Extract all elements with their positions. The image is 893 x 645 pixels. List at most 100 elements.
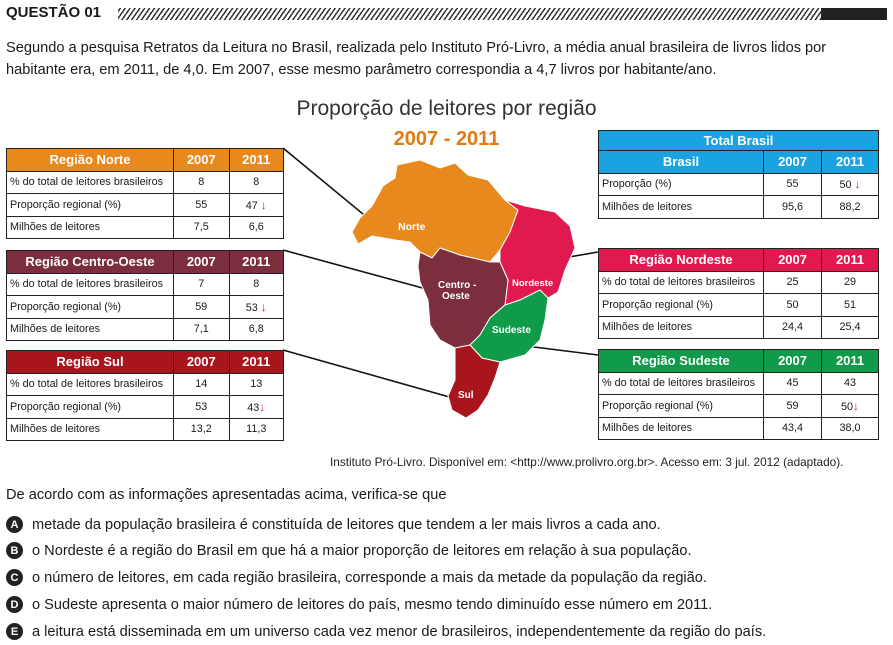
connector-sul: [282, 349, 461, 401]
value-2011-cell: 47 ↓: [228, 193, 285, 217]
table-row: Milhões de leitores 95,6 88,2: [598, 195, 879, 219]
row-label: % do total de leitores brasileiros: [6, 272, 174, 296]
arrow-down-icon: ↓: [260, 197, 267, 212]
letter-a-circle-icon: A: [6, 516, 23, 533]
intro-text: Segundo a pesquisa Retratos da Leitura n…: [6, 40, 827, 78]
value-2007: 55: [762, 172, 823, 196]
row-label: % do total de leitores brasileiros: [6, 170, 174, 194]
question-number: QUESTÃO 01: [6, 4, 102, 21]
row-label: Proporção (%): [598, 172, 764, 196]
table-row: Proporção regional (%) 50 51: [598, 293, 879, 317]
value-2011: 88,2: [821, 195, 879, 219]
table-total-brasil: Total Brasil Brasil 2007 2011 Proporção …: [598, 130, 879, 219]
option-c[interactable]: C o número de leitores, em cada região b…: [6, 569, 707, 586]
row-label: Proporção regional (%): [6, 395, 174, 419]
question-lead: De acordo com as informações apresentada…: [6, 487, 447, 503]
value-2011: 50: [841, 400, 854, 413]
year-2011: 2011: [821, 248, 879, 272]
arrow-down-icon: ↓: [260, 299, 267, 314]
table-row: % do total de leitores brasileiros 14 13: [6, 372, 285, 396]
header-hatch-rule: [118, 8, 821, 20]
value-2011: 38,0: [821, 416, 879, 440]
row-label: Proporção regional (%): [6, 295, 174, 319]
letter-c-circle-icon: C: [6, 569, 23, 586]
table-regiao-sudeste: Região Sudeste 2007 2011 % do total de l…: [598, 349, 879, 440]
table-row: Milhões de leitores 7,1 6,8: [6, 317, 285, 341]
table-title: Região Sudeste: [598, 349, 764, 373]
year-2011: 2011: [821, 150, 879, 174]
arrow-down-icon: ↓: [259, 399, 266, 414]
year-2011: 2011: [228, 250, 285, 274]
row-label: Milhões de leitores: [6, 417, 174, 441]
value-2011: 43: [821, 371, 879, 395]
region-sudeste-shape: [469, 289, 549, 363]
option-text: a leitura está disseminada em um univers…: [32, 623, 767, 640]
year-2007: 2007: [173, 250, 230, 274]
region-norte-shape: [351, 159, 519, 263]
table-regiao-sul: Região Sul 2007 2011 % do total de leito…: [6, 350, 285, 441]
row-label: Milhões de leitores: [6, 317, 174, 341]
value-2007: 7,5: [173, 215, 230, 239]
value-2007: 8: [173, 170, 230, 194]
table-row: % do total de leitores brasileiros 8 8: [6, 170, 285, 194]
value-2011: 50: [839, 179, 852, 192]
row-label: % do total de leitores brasileiros: [6, 372, 174, 396]
value-2011-cell: 43↓: [228, 395, 285, 419]
row-label: Milhões de leitores: [6, 215, 174, 239]
row-label: Proporção regional (%): [598, 293, 764, 317]
row-label: Proporção regional (%): [598, 394, 764, 418]
letter-d-circle-icon: D: [6, 596, 23, 613]
value-2011: 8: [228, 170, 285, 194]
value-2011-cell: 53 ↓: [228, 295, 285, 319]
year-2011: 2011: [228, 350, 285, 374]
value-2011: 53: [245, 301, 258, 314]
header-dark-bar: [821, 8, 887, 20]
table-row: % do total de leitores brasileiros 25 29: [598, 270, 879, 294]
option-text: o Nordeste é a região do Brasil em que h…: [32, 542, 692, 559]
value-2007: 50: [762, 293, 823, 317]
value-2007: 53: [173, 395, 230, 419]
value-2007: 24,4: [762, 315, 823, 339]
value-2011: 51: [821, 293, 879, 317]
value-2007: 7: [173, 272, 230, 296]
option-b[interactable]: B o Nordeste é a região do Brasil em que…: [6, 542, 692, 559]
table-title: Brasil: [598, 150, 764, 174]
arrow-down-icon: ↓: [853, 398, 860, 413]
table-row: Milhões de leitores 13,2 11,3: [6, 417, 285, 441]
table-row: Proporção regional (%) 59 50↓: [598, 394, 879, 418]
figure-title: Proporção de leitores por região: [296, 97, 597, 120]
table-regiao-centro-oeste: Região Centro-Oeste 2007 2011 % do total…: [6, 250, 285, 341]
table-regiao-norte: Região Norte 2007 2011 % do total de lei…: [6, 148, 285, 239]
map-label-norte: Norte: [398, 221, 426, 233]
value-2007: 7,1: [173, 317, 230, 341]
option-e[interactable]: E a leitura está disseminada em um unive…: [6, 623, 766, 640]
option-text: o número de leitores, em cada região bra…: [32, 569, 707, 586]
value-2007: 95,6: [762, 195, 823, 219]
table-row: Proporção (%) 55 50 ↓: [598, 172, 879, 196]
map-label-sul: Sul: [458, 390, 474, 401]
value-2011: 29: [821, 270, 879, 294]
row-label: Milhões de leitores: [598, 315, 764, 339]
value-2011: 13: [228, 372, 285, 396]
value-2011: 11,3: [228, 417, 285, 441]
value-2007: 55: [173, 193, 230, 217]
value-2011: 6,6: [228, 215, 285, 239]
value-2007: 59: [173, 295, 230, 319]
table-title: Região Centro-Oeste: [6, 250, 174, 274]
table-row: Milhões de leitores 7,5 6,6: [6, 215, 285, 239]
option-a[interactable]: A metade da população brasileira é const…: [6, 516, 661, 533]
option-d[interactable]: D o Sudeste apresenta o maior número de …: [6, 596, 712, 613]
value-2011: 47: [245, 199, 258, 212]
arrow-down-icon: ↓: [854, 177, 861, 192]
year-2007: 2007: [173, 350, 230, 374]
table-title: Região Norte: [6, 148, 174, 172]
year-2007: 2007: [173, 148, 230, 172]
option-text: o Sudeste apresenta o maior número de le…: [32, 596, 713, 613]
value-2011: 8: [228, 272, 285, 296]
table-row: Proporção regional (%) 55 47 ↓: [6, 193, 285, 217]
year-2007: 2007: [762, 248, 823, 272]
year-2011: 2011: [821, 349, 879, 373]
value-2007: 45: [762, 371, 823, 395]
map-label-centro-2: Oeste: [442, 291, 470, 302]
